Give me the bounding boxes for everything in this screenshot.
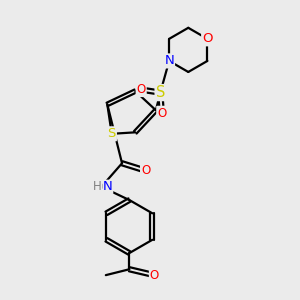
Text: N: N	[164, 54, 174, 68]
Text: O: O	[202, 32, 213, 45]
Text: N: N	[103, 180, 112, 193]
Text: H: H	[93, 180, 101, 193]
Text: S: S	[156, 85, 165, 100]
Text: O: O	[141, 164, 150, 177]
Text: S: S	[107, 127, 116, 140]
Text: O: O	[150, 268, 159, 282]
Text: O: O	[136, 83, 146, 96]
Text: O: O	[157, 107, 167, 120]
